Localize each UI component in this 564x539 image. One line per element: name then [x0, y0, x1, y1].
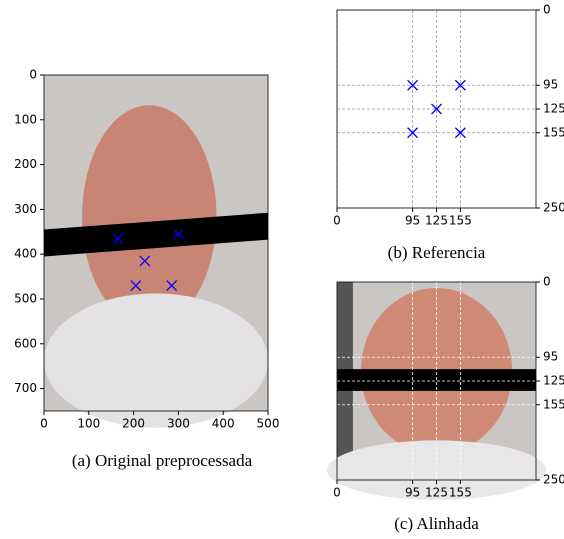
caption: (c) Alinhada	[394, 514, 479, 533]
y-tick-label: 500	[14, 292, 37, 306]
y-tick-label: 125	[543, 374, 564, 388]
y-tick-label: 250	[543, 201, 564, 215]
x-tick-label: 400	[212, 417, 235, 431]
y-tick-label: 300	[14, 202, 37, 216]
x-tick-label: 100	[77, 417, 100, 431]
y-tick-label: 0	[543, 3, 551, 17]
y-tick-label: 125	[543, 102, 564, 116]
y-tick-label: 95	[543, 78, 558, 92]
y-tick-label: 155	[543, 397, 564, 411]
caption: (a) Original preprocessada	[72, 451, 253, 470]
x-tick-label: 0	[333, 486, 341, 500]
caption: (b) Referencia	[388, 243, 486, 262]
y-tick-label: 100	[14, 112, 37, 126]
y-tick-label: 0	[29, 68, 37, 82]
x-tick-label: 500	[257, 417, 280, 431]
y-tick-label: 155	[543, 125, 564, 139]
y-tick-label: 250	[543, 473, 564, 487]
x-tick-label: 0	[333, 214, 341, 228]
x-tick-label: 0	[40, 417, 48, 431]
x-tick-label: 125	[425, 214, 448, 228]
y-tick-label: 700	[14, 381, 37, 395]
x-tick-label: 125	[425, 486, 448, 500]
x-tick-label: 95	[405, 214, 420, 228]
y-tick-label: 400	[14, 247, 37, 261]
x-tick-label: 200	[122, 417, 145, 431]
x-tick-label: 155	[449, 486, 472, 500]
y-tick-label: 200	[14, 157, 37, 171]
x-tick-label: 300	[167, 417, 190, 431]
photo-blanket	[44, 293, 268, 427]
y-tick-label: 0	[543, 275, 551, 289]
y-tick-label: 600	[14, 336, 37, 350]
y-tick-label: 95	[543, 350, 558, 364]
x-tick-label: 95	[405, 486, 420, 500]
figure: 0 100 200 300 400 500 0 100 200 300 400 500 600 700 (a…	[0, 0, 564, 539]
x-tick-label: 155	[449, 214, 472, 228]
